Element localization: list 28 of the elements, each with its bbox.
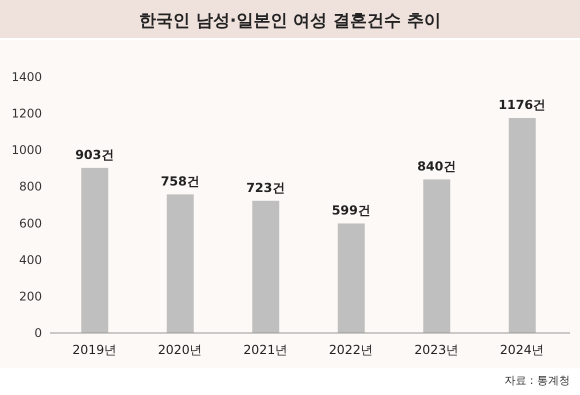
bar [81, 168, 108, 333]
bar [338, 223, 365, 333]
bar [423, 179, 450, 333]
y-tick-label: 1400 [11, 70, 42, 84]
text: 자료 : 통계청 [504, 374, 570, 387]
data-label: 758건 [160, 173, 200, 188]
data-label: 1176건 [498, 96, 546, 112]
y-tick-label: 600 [19, 216, 42, 230]
bar [508, 118, 536, 333]
data-label: 723건 [246, 180, 286, 195]
y-tick-label: 800 [19, 180, 42, 194]
chart-title: 한국인 남성·일본인 여성 결혼건수 추이 [138, 11, 442, 31]
bar [252, 200, 280, 333]
x-tick-label: 2021년 [243, 342, 288, 357]
data-label: 599건 [332, 202, 371, 218]
x-tick-label: 2019년 [72, 342, 118, 357]
y-tick-label: 400 [19, 252, 42, 267]
data-label: 903건 [75, 146, 114, 162]
x-tick-label: 2020년 [158, 342, 203, 357]
x-tick-label: 2023년 [414, 342, 460, 357]
y-tick-label: 1000 [11, 143, 42, 158]
y-tick-label: 0 [34, 326, 42, 340]
x-tick-label: 2022년 [328, 342, 374, 357]
x-tick-label: 2024년 [500, 342, 545, 357]
y-tick-label: 200 [19, 289, 42, 304]
data-label: 840건 [417, 158, 456, 174]
bar [166, 194, 194, 333]
y-tick-label: 1200 [11, 106, 42, 121]
